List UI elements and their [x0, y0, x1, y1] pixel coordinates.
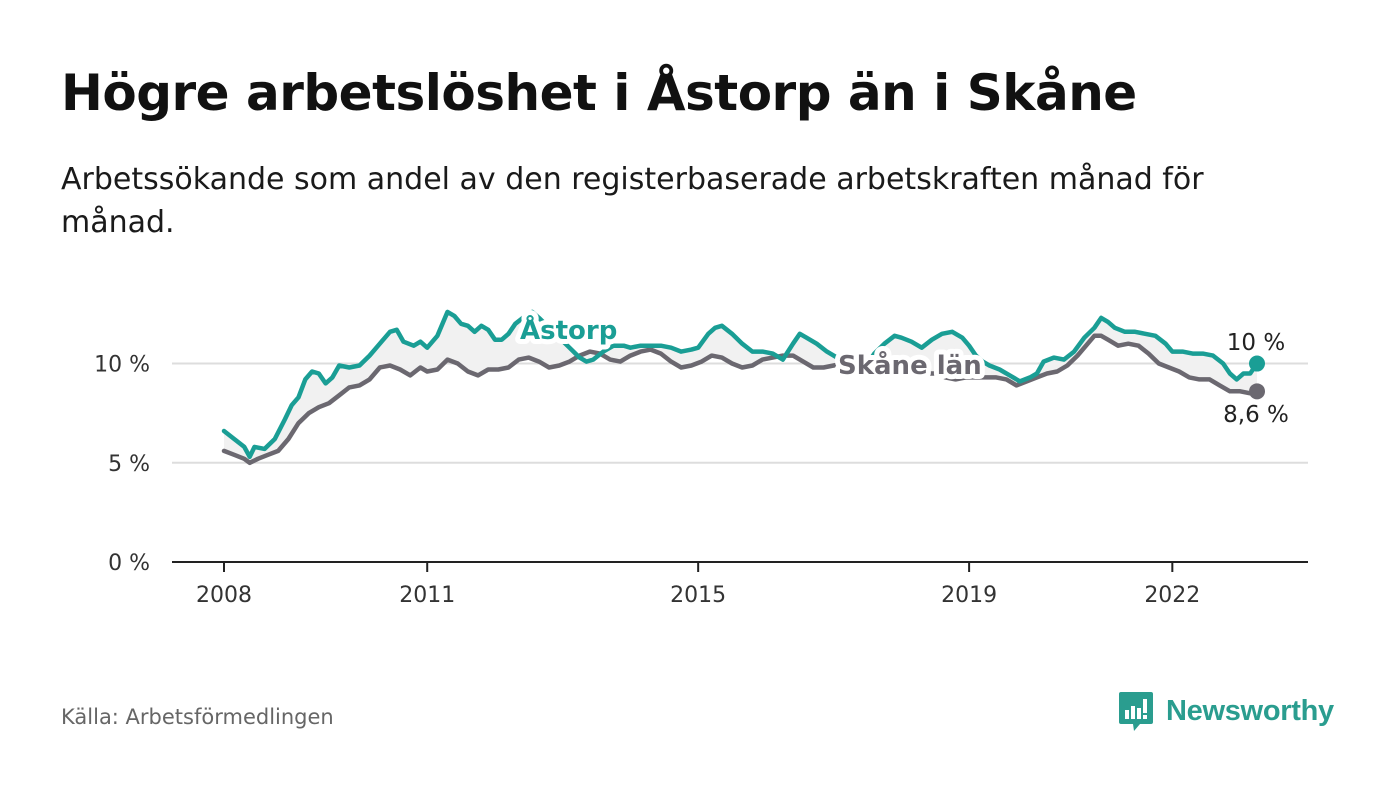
source-note: Källa: Arbetsförmedlingen	[61, 705, 334, 729]
y-tick-label: 5 %	[108, 452, 150, 477]
newsworthy-logo-icon	[1119, 692, 1153, 731]
brand-name: Newsworthy	[1166, 694, 1334, 727]
series-line-astorp	[221, 309, 1260, 460]
chart-title: Högre arbetslöshet i Åstorp än i Skåne	[61, 64, 1137, 122]
x-tick-label: 2015	[670, 583, 726, 608]
series-label-skane: Skåne län	[838, 349, 982, 381]
x-tick-label: 2011	[399, 583, 455, 608]
end-label-astorp: 10 %	[1227, 330, 1285, 356]
difference-band	[224, 311, 1257, 463]
end-label-skane: 8,6 %	[1223, 402, 1289, 428]
end-marker-skane	[1249, 383, 1265, 400]
y-tick-label: 0 %	[108, 551, 150, 576]
series-line-skane	[221, 333, 1260, 466]
x-tick-label: 2022	[1144, 583, 1200, 608]
brand-logo: Newsworthy	[1118, 690, 1334, 732]
end-marker-astorp	[1249, 355, 1265, 372]
x-tick-label: 2019	[941, 583, 997, 608]
x-tick-label: 2008	[196, 583, 252, 608]
chart-subtitle: Arbetssökande som andel av den registerb…	[61, 162, 1204, 240]
y-tick-label: 10 %	[94, 353, 150, 378]
series-label-astorp: Åstorp	[520, 314, 617, 346]
